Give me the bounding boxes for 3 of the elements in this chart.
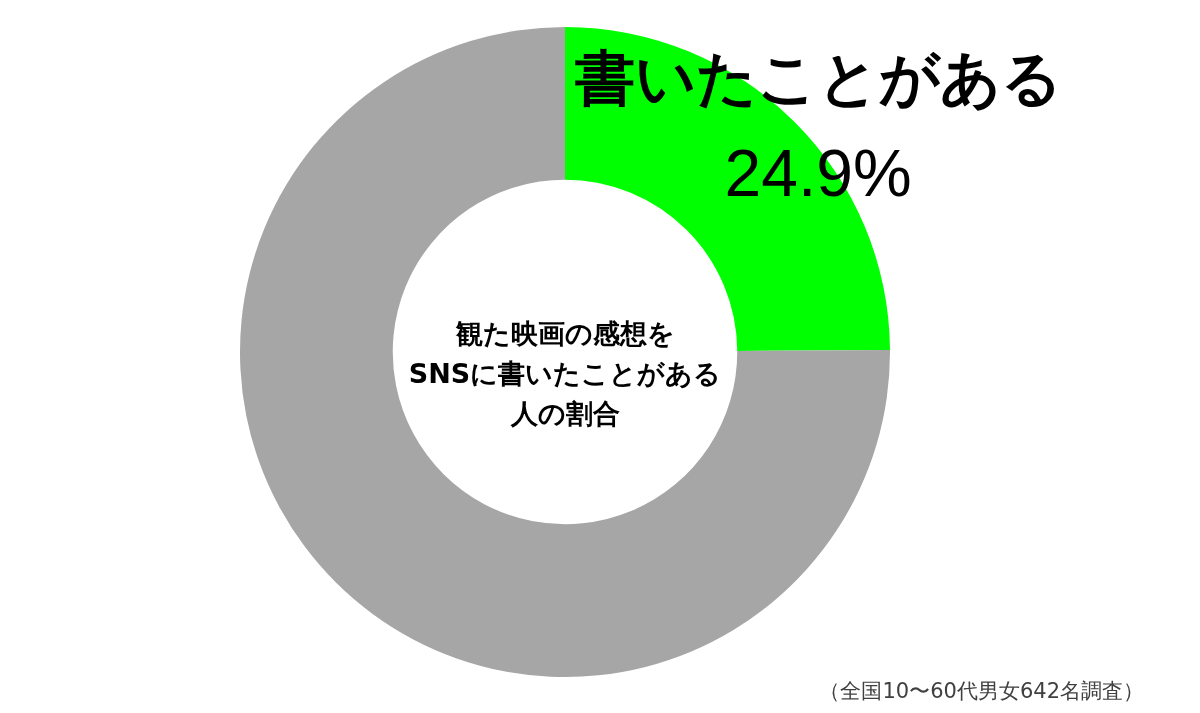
text: 観た映画の感想をSNSに書いたことがある人の割合 — [408, 318, 722, 430]
slice-label: 書いたことがある — [574, 43, 1062, 114]
text: （全国10〜60代男女642名調査） — [819, 678, 1144, 705]
